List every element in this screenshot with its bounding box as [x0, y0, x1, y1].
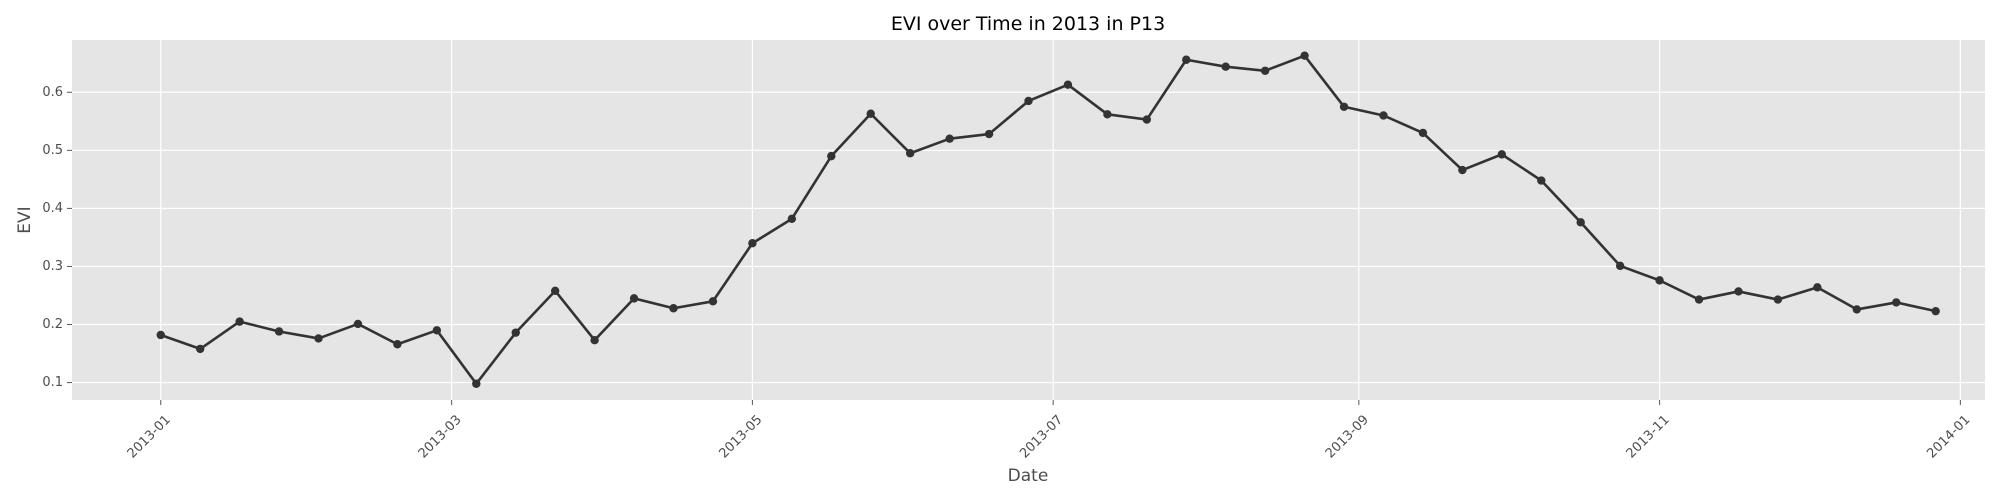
data-point [1300, 51, 1309, 60]
data-point [353, 319, 363, 329]
data-point [1379, 111, 1388, 120]
data-point [1182, 55, 1191, 64]
x-tick-label: 2013-11 [1624, 412, 1673, 461]
data-point [945, 134, 954, 143]
data-point [905, 149, 915, 158]
data-point [472, 379, 481, 388]
data-point [1537, 176, 1546, 185]
x-tick-label: 2013-07 [1017, 412, 1066, 461]
data-point [1418, 128, 1428, 138]
data-point [1892, 298, 1901, 307]
data-point [1655, 276, 1664, 285]
x-tick-label: 2013-09 [1323, 412, 1372, 461]
y-tick-label: 0.5 [42, 143, 63, 158]
data-point [629, 294, 639, 303]
y-tick-label: 0.6 [42, 85, 63, 100]
x-tick-label: 2013-03 [416, 412, 465, 461]
data-point [1142, 115, 1152, 124]
data-point [1694, 295, 1704, 304]
data-point [1024, 96, 1033, 106]
data-point [550, 286, 560, 296]
plot-background [72, 40, 1985, 400]
data-point [827, 151, 836, 161]
y-tick-label: 0.4 [42, 201, 63, 216]
data-point [1734, 287, 1743, 296]
x-axis-label: Date [1008, 466, 1049, 486]
data-point [1221, 62, 1230, 71]
data-point [1458, 165, 1467, 175]
data-point [1339, 102, 1349, 111]
data-point [590, 335, 599, 345]
data-point [235, 317, 244, 326]
data-point [1103, 110, 1112, 119]
y-tick-label: 0.3 [42, 259, 63, 274]
series-evi [156, 51, 1940, 388]
data-point [195, 344, 205, 354]
series-line [160, 54, 1936, 386]
data-point [156, 330, 165, 340]
data-point [1615, 261, 1625, 271]
data-point [393, 340, 402, 349]
data-point [1773, 295, 1783, 304]
y-tick-label: 0.1 [42, 375, 63, 390]
data-point [1260, 66, 1270, 75]
data-point [1063, 80, 1073, 89]
y-axis-label: EVI [15, 206, 35, 233]
grid-lines [72, 40, 1985, 400]
data-point [748, 239, 757, 248]
data-point [866, 109, 875, 118]
data-point [984, 129, 994, 139]
data-point [314, 334, 323, 343]
y-axis: 0.1 0.2 0.3 0.4 0.5 0.6 [42, 85, 72, 390]
y-tick-label: 0.2 [42, 317, 63, 332]
x-tick-label: 2013-05 [716, 412, 765, 461]
data-point [708, 297, 718, 306]
data-point [511, 328, 520, 337]
data-point [432, 326, 442, 335]
data-point [1852, 305, 1862, 314]
data-point [1576, 218, 1585, 227]
data-point [669, 304, 678, 313]
x-tick-label: 2013-01 [125, 412, 174, 461]
chart-title: EVI over Time in 2013 in P13 [891, 13, 1165, 35]
x-tick-label: 2014-01 [1924, 412, 1973, 461]
data-point [1813, 283, 1822, 292]
data-point [1497, 150, 1507, 159]
data-point [787, 214, 797, 224]
data-point [1931, 306, 1940, 316]
x-axis: 2013-01 2013-03 2013-05 2013-07 2013-09 2013-… [125, 400, 1973, 461]
data-point [274, 327, 284, 336]
